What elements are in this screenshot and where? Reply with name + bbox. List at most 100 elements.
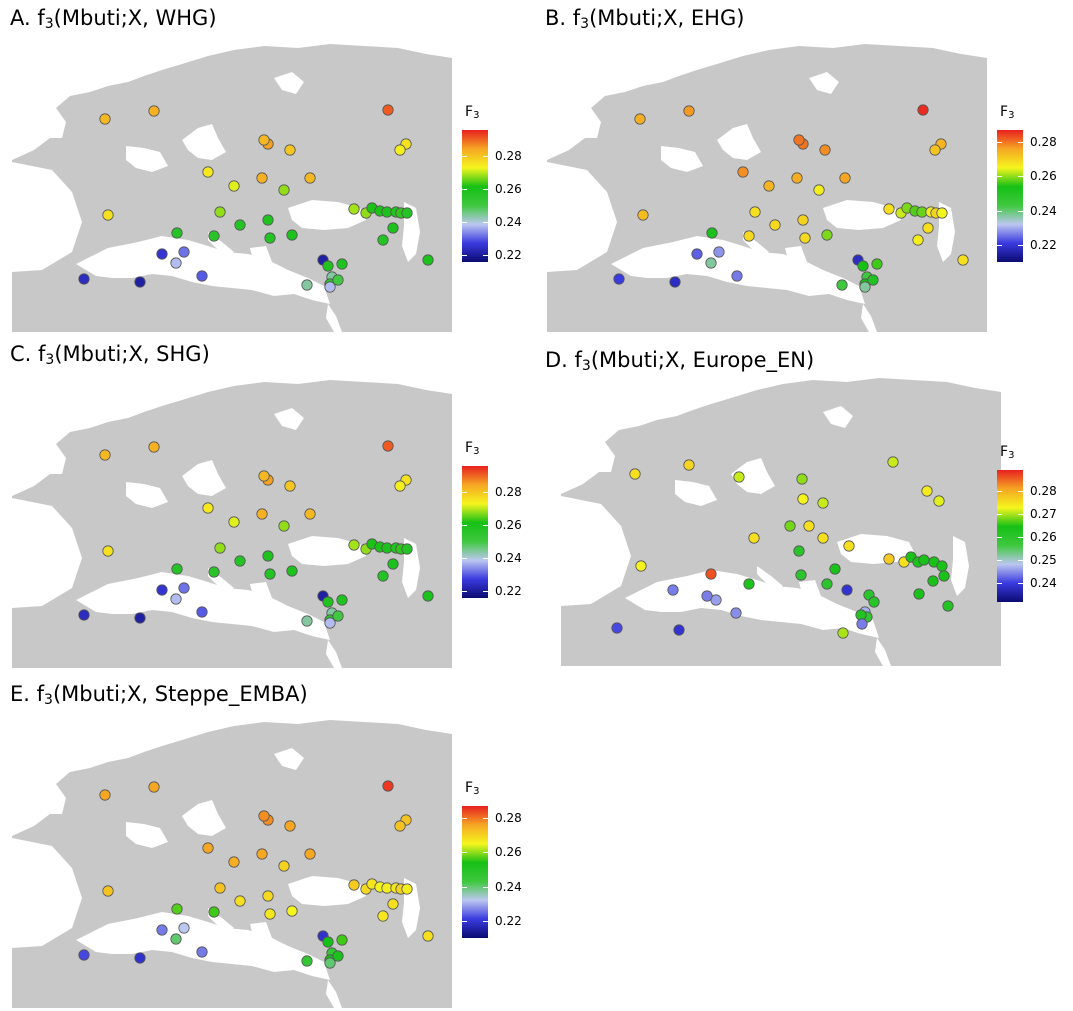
sample-marker bbox=[377, 234, 389, 246]
sample-marker bbox=[912, 234, 924, 246]
sample-marker bbox=[171, 903, 183, 915]
sample-marker bbox=[256, 848, 268, 860]
sample-marker bbox=[683, 105, 695, 117]
map bbox=[12, 718, 452, 1008]
sample-marker bbox=[178, 922, 190, 934]
sample-marker bbox=[667, 584, 679, 596]
legend-tick-label: 0.22 bbox=[495, 248, 522, 263]
sample-marker bbox=[841, 584, 853, 596]
sample-marker bbox=[673, 624, 685, 636]
water-body bbox=[182, 460, 226, 496]
sample-marker bbox=[401, 883, 413, 895]
sample-marker bbox=[797, 493, 809, 505]
sample-marker bbox=[743, 230, 755, 242]
sample-marker bbox=[301, 615, 313, 627]
legend-tick-label: 0.28 bbox=[1030, 483, 1057, 498]
map bbox=[12, 42, 452, 332]
legend-tick-mark bbox=[997, 142, 1002, 143]
legend-colorbar bbox=[462, 130, 488, 262]
legend: F3 0.28 0.26 0.24 0.22 bbox=[997, 104, 1067, 274]
water-body bbox=[326, 304, 342, 332]
sample-marker bbox=[336, 258, 348, 270]
legend-title: F3 bbox=[465, 780, 480, 797]
legend-tick-label: 0.24 bbox=[1030, 203, 1057, 218]
legend-tick-mark bbox=[483, 525, 488, 527]
legend-tick-mark bbox=[483, 156, 488, 158]
water-body bbox=[951, 536, 969, 596]
legend-tick-mark bbox=[462, 852, 467, 854]
sample-marker bbox=[324, 617, 336, 629]
water-body bbox=[182, 124, 226, 160]
sample-marker bbox=[422, 254, 434, 266]
sample-marker bbox=[156, 584, 168, 596]
sample-marker bbox=[394, 480, 406, 492]
map bbox=[547, 42, 987, 332]
water-body bbox=[661, 146, 703, 172]
sample-marker bbox=[78, 609, 90, 621]
sample-marker bbox=[348, 539, 360, 551]
legend-tick-mark bbox=[462, 525, 467, 527]
legend-tick-mark bbox=[1018, 490, 1023, 492]
sample-marker bbox=[819, 144, 831, 156]
legend: F3 0.28 0.26 0.24 0.22 bbox=[462, 440, 532, 610]
legend-colorbar bbox=[462, 806, 488, 938]
sample-marker bbox=[942, 600, 954, 612]
legend-tick-mark bbox=[483, 558, 488, 560]
sample-marker bbox=[401, 543, 413, 555]
sample-marker bbox=[228, 180, 240, 192]
sample-marker bbox=[706, 227, 718, 239]
legend: F3 0.28 0.27 0.26 0.25 0.24 bbox=[997, 444, 1067, 614]
sample-marker bbox=[829, 563, 841, 575]
sample-marker bbox=[208, 906, 220, 918]
sample-marker bbox=[156, 248, 168, 260]
sample-marker bbox=[301, 955, 313, 967]
sample-marker bbox=[796, 473, 808, 485]
sample-marker bbox=[214, 206, 226, 218]
legend-tick-label: 0.22 bbox=[495, 913, 522, 928]
water-body bbox=[785, 246, 807, 270]
landmass bbox=[80, 472, 98, 494]
legend-tick-mark bbox=[483, 189, 488, 191]
sample-marker bbox=[234, 555, 246, 567]
landmass bbox=[80, 136, 98, 158]
sample-marker bbox=[332, 274, 344, 286]
legend-tick-label: 0.28 bbox=[1030, 135, 1057, 149]
sample-marker bbox=[377, 910, 389, 922]
legend-tick-mark bbox=[483, 591, 488, 593]
legend-tick-mark bbox=[997, 210, 1002, 212]
sample-marker bbox=[377, 570, 389, 582]
sample-marker bbox=[256, 172, 268, 184]
sample-marker bbox=[637, 209, 649, 221]
sample-marker bbox=[691, 248, 703, 260]
water-body bbox=[12, 42, 452, 94]
sample-marker bbox=[178, 582, 190, 594]
sample-marker bbox=[348, 203, 360, 215]
water-body bbox=[861, 304, 877, 332]
legend-tick-label: 0.26 bbox=[1030, 530, 1057, 545]
panel-a: A. f3(Mbuti;X, WHG) F3 0.28 0.26 0.24 0.22 bbox=[10, 6, 530, 336]
sample-marker bbox=[791, 172, 803, 184]
sample-marker bbox=[214, 542, 226, 554]
sample-marker bbox=[743, 578, 755, 590]
water-body bbox=[823, 200, 901, 230]
sample-marker bbox=[763, 180, 775, 192]
legend-tick-mark bbox=[483, 255, 488, 257]
water-body bbox=[12, 498, 82, 608]
sample-marker bbox=[202, 166, 214, 178]
water-body bbox=[274, 408, 304, 430]
sample-marker bbox=[387, 898, 399, 910]
sample-marker bbox=[817, 532, 829, 544]
legend-tick-mark bbox=[483, 852, 488, 854]
legend-tick-label: 0.24 bbox=[495, 551, 522, 566]
sample-marker bbox=[134, 276, 146, 288]
water-body bbox=[611, 236, 865, 304]
water-body bbox=[675, 480, 717, 506]
legend-tick-mark bbox=[1018, 244, 1023, 246]
sample-marker bbox=[99, 789, 111, 801]
sample-marker bbox=[301, 279, 313, 291]
sample-marker bbox=[683, 459, 695, 471]
sample-marker bbox=[705, 568, 717, 580]
sample-marker bbox=[348, 879, 360, 891]
water-body bbox=[561, 496, 631, 606]
sample-marker bbox=[713, 246, 725, 258]
